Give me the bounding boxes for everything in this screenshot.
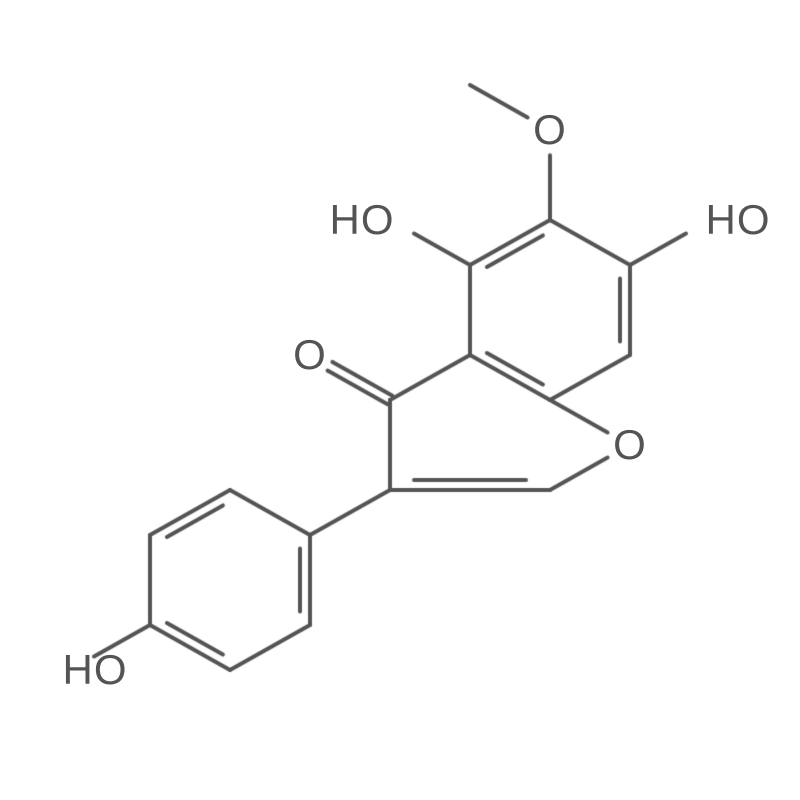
atom-label: O xyxy=(533,106,567,154)
atom-label: HO xyxy=(63,646,128,694)
atom-label: O xyxy=(293,331,327,379)
atom-label: O xyxy=(613,421,647,469)
atom-label: HO xyxy=(330,196,395,244)
atom-label: HO xyxy=(706,196,771,244)
